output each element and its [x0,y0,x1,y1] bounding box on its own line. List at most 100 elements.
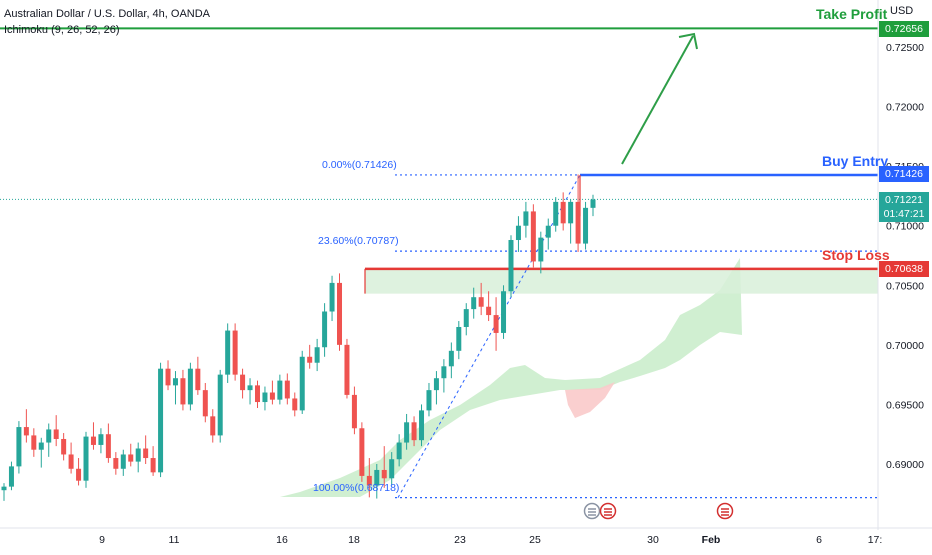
indicator-label[interactable]: Ichimoku (9, 26, 52, 26) [4,24,120,36]
cloud-bear [565,382,615,418]
candle-body [568,201,574,224]
event-circle [716,502,734,520]
candle-body [240,374,246,391]
candle-body [269,392,275,400]
candle-body [225,330,231,375]
price-axis[interactable]: 0.725000.720000.715000.710000.705000.700… [877,0,924,530]
time-tick-label: 25 [529,534,541,546]
candle [90,422,96,450]
candle-body [150,458,156,473]
candle [46,423,52,457]
candle-body [277,380,283,400]
economic-events[interactable] [583,502,734,520]
candle-body [83,436,89,481]
fib-level-0: 0.00%(0.71426) [322,159,397,171]
candle-body [262,392,268,403]
candle [16,421,22,474]
buy-entry-label: Buy Entry [822,153,889,169]
candle [217,369,223,443]
candle-body [486,306,492,316]
candle-body [195,368,201,391]
candle [575,174,581,252]
candles [1,174,596,501]
time-axis[interactable]: 9 11 16 18 23 25 30 Feb 6 17: [0,527,932,546]
candle-body [441,366,447,379]
time-tick-label: 9 [99,534,105,546]
candle-body [1,486,7,491]
candle [105,423,111,463]
bar-countdown: 01:47:21 [879,206,929,222]
symbol-title: Australian Dollar / U.S. Dollar, 4h, OAN… [4,8,211,20]
time-tick-label: 23 [454,534,466,546]
candle [419,404,425,447]
candle [277,374,283,405]
candle [210,409,216,443]
event-circle [599,502,617,520]
candle [61,433,67,461]
candle-body [351,394,357,429]
time-tick-label: 17: [868,534,883,546]
candle-body [217,374,223,436]
candle [128,443,134,467]
event-flag-icon[interactable] [716,502,734,520]
candle-body [456,326,462,351]
candle-body [560,201,566,224]
candle-body [515,225,521,241]
event-flag-icon[interactable] [599,502,617,520]
currency-label: USD [890,5,914,17]
candle-body [53,429,59,439]
price-tick-label: 0.69500 [886,399,924,411]
candle [1,483,7,501]
candle-body [307,356,313,363]
level-lines [0,27,878,294]
price-tick-label: 0.69000 [886,459,924,471]
candle-body [31,435,37,450]
candle [538,231,544,274]
candle-body [404,422,410,443]
candle-body [374,469,380,486]
candle [31,428,37,457]
candle-body [523,211,529,226]
candle-body [165,368,171,386]
candle-body [299,356,305,411]
event-flag-icon[interactable] [583,502,601,520]
candle [240,368,246,399]
cloud-bull [280,258,742,497]
candle [187,362,193,411]
candle-body [128,454,134,462]
time-tick-label: 18 [348,534,360,546]
arrow-head [678,32,698,50]
candle-body [292,398,298,411]
candle-body [553,201,559,226]
candle-body [284,380,290,399]
candle-body [16,427,22,467]
candle-body [433,378,439,391]
candle-body [202,390,208,417]
candle-body [158,368,164,473]
candle [508,235,514,298]
candle [441,359,447,393]
price-tick-label: 0.71000 [886,221,924,233]
candle-body [426,390,432,411]
candle-body [90,436,96,445]
candle [456,321,462,360]
candle [53,415,59,447]
candle [560,192,566,231]
candle-body [247,385,253,391]
fib-level-100: 100.00%(0.68718) [313,482,400,494]
candle-body [508,240,514,292]
candle [143,435,149,464]
candle [463,303,469,336]
candle [344,338,350,399]
candle-body [254,385,260,403]
candle-body [471,297,477,310]
candle [359,422,365,482]
candle-body [322,311,328,348]
candle [232,323,238,381]
candle-body [8,466,14,487]
candle [292,392,298,417]
candle-body [530,211,536,262]
candle-body [344,344,350,395]
